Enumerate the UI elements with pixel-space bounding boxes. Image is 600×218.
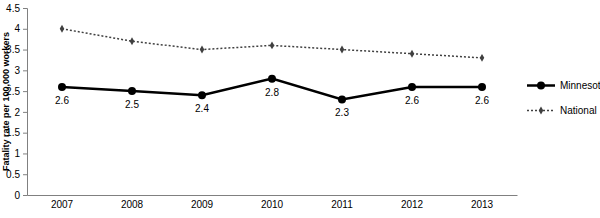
legend-marker xyxy=(537,82,545,90)
series-marker xyxy=(60,25,65,33)
x-tick-label: 2010 xyxy=(261,199,284,210)
series-marker xyxy=(340,46,345,54)
legend: Minnesota National xyxy=(527,80,600,116)
x-tick-label: 2013 xyxy=(471,199,494,210)
y-tick-mark xyxy=(23,174,27,175)
marks xyxy=(58,25,486,104)
y-tick-mark xyxy=(23,133,27,134)
data-label: 2.6 xyxy=(55,95,69,106)
data-labels: 2.6 2.5 2.4 2.8 2.3 2.6 2.6 xyxy=(55,87,489,119)
data-label: 2.3 xyxy=(335,107,349,118)
series-marker xyxy=(128,87,136,95)
y-tick-label: 3 xyxy=(14,65,20,76)
y-tick-mark xyxy=(23,70,27,71)
data-label: 2.5 xyxy=(125,99,139,110)
x-tick-label: 2009 xyxy=(191,199,214,210)
y-tick: 3 xyxy=(14,65,27,76)
series-marker xyxy=(480,54,485,62)
legend-marker xyxy=(539,107,544,115)
y-tick-mark xyxy=(23,8,27,9)
y-tick: 4.5 xyxy=(6,3,27,14)
x-tick: 2008 xyxy=(121,195,144,210)
y-tick-mark xyxy=(23,91,27,92)
series-line xyxy=(62,29,482,58)
y-tick-mark xyxy=(23,50,27,51)
y-tick-label: 4.5 xyxy=(6,3,20,14)
data-label: 2.4 xyxy=(195,103,209,114)
x-tick-label: 2012 xyxy=(401,199,424,210)
x-tick: 2007 xyxy=(51,195,74,210)
y-tick-label: 4 xyxy=(14,23,20,34)
series-marker xyxy=(270,41,275,49)
y-axis-title: Fatality rate per 100,000 workers xyxy=(1,32,11,171)
plot: 00.511.522.533.544.520072008200920102011… xyxy=(6,3,517,210)
legend-label: Minnesota xyxy=(560,80,600,91)
x-tick: 2012 xyxy=(401,195,424,210)
y-tick: 4 xyxy=(14,23,27,34)
y-axis-line xyxy=(23,9,28,196)
data-label: 2.6 xyxy=(475,95,489,106)
x-tick-label: 2008 xyxy=(121,199,144,210)
y-tick-mark xyxy=(23,195,27,196)
y-tick: 0 xyxy=(14,190,27,201)
series-marker xyxy=(268,75,276,83)
legend-label: National xyxy=(560,105,597,116)
x-tick-label: 2011 xyxy=(331,199,353,210)
series-marker xyxy=(408,83,416,91)
x-tick: 2010 xyxy=(261,195,284,210)
y-tick-mark xyxy=(23,153,27,154)
series-marker xyxy=(410,50,415,58)
data-label: 2.6 xyxy=(405,95,419,106)
x-tick: 2009 xyxy=(191,195,214,210)
series-marker xyxy=(200,46,205,54)
data-label: 2.8 xyxy=(265,87,279,98)
series-marker xyxy=(58,83,66,91)
y-tick-label: 2 xyxy=(14,107,20,118)
y-tick-label: 1 xyxy=(14,148,20,159)
y-tick: 2 xyxy=(14,107,27,118)
x-tick: 2013 xyxy=(471,195,494,210)
y-tick: 1 xyxy=(14,148,27,159)
series-marker xyxy=(130,37,135,45)
chart: 00.511.522.533.544.520072008200920102011… xyxy=(0,0,600,218)
series-marker xyxy=(198,91,206,99)
x-tick-label: 2007 xyxy=(51,199,74,210)
y-tick-mark xyxy=(23,29,27,30)
y-tick-label: 0 xyxy=(14,190,20,201)
x-axis: 2007 2008 2009 2010 2011 2012 2013 xyxy=(28,195,518,210)
series-marker xyxy=(338,95,346,103)
x-axis-line xyxy=(28,195,518,196)
x-tick: 2011 xyxy=(331,195,353,210)
y-tick-mark xyxy=(23,112,27,113)
series-marker xyxy=(478,83,486,91)
